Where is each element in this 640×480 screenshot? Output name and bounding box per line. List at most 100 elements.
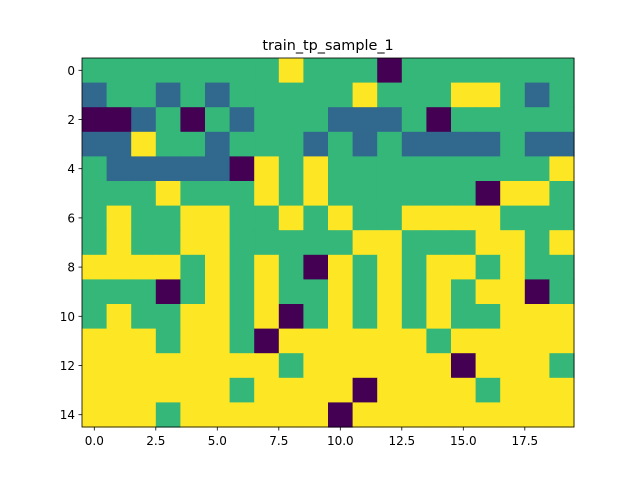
heatmap-cell	[328, 131, 354, 157]
heatmap-cell	[549, 58, 575, 84]
heatmap-cell	[401, 107, 427, 133]
heatmap-cell	[451, 205, 477, 231]
heatmap-cell	[524, 230, 550, 256]
heatmap-cell	[180, 131, 206, 157]
heatmap-cell	[82, 279, 108, 305]
heatmap-cell	[401, 230, 427, 256]
heatmap-cell	[475, 254, 501, 280]
heatmap-cell	[401, 328, 427, 354]
heatmap-cell	[377, 304, 403, 330]
heatmap-cell	[328, 205, 354, 231]
heatmap-cell	[377, 254, 403, 280]
heatmap-cell	[549, 328, 575, 354]
heatmap-cell	[328, 254, 354, 280]
heatmap-cell	[205, 402, 231, 428]
heatmap-cell	[377, 279, 403, 305]
heatmap-cell	[155, 82, 181, 108]
heatmap-cell	[426, 402, 452, 428]
heatmap-cell	[352, 131, 378, 157]
heatmap-cell	[377, 205, 403, 231]
heatmap-cell	[254, 107, 280, 133]
heatmap-cell	[155, 131, 181, 157]
heatmap-cell	[131, 328, 157, 354]
heatmap-cell	[500, 254, 526, 280]
heatmap-cell	[377, 156, 403, 182]
heatmap-cell	[82, 58, 108, 84]
heatmap-cell	[82, 131, 108, 157]
heatmap-cell	[328, 181, 354, 207]
heatmap-cell	[106, 156, 132, 182]
heatmap-cell	[303, 82, 329, 108]
heatmap-cell	[82, 230, 108, 256]
heatmap-cell	[500, 205, 526, 231]
heatmap-cell	[328, 402, 354, 428]
heatmap-cell	[401, 181, 427, 207]
heatmap-cell	[180, 279, 206, 305]
heatmap-cell	[426, 205, 452, 231]
heatmap-cell	[82, 181, 108, 207]
heatmap-cell	[549, 205, 575, 231]
heatmap-cell	[106, 131, 132, 157]
heatmap-cell	[451, 230, 477, 256]
heatmap-cell	[451, 328, 477, 354]
heatmap-cell	[451, 156, 477, 182]
chart-title: train_tp_sample_1	[262, 38, 393, 54]
heatmap-cell	[303, 181, 329, 207]
heatmap-cell	[131, 254, 157, 280]
heatmap-cell	[549, 230, 575, 256]
heatmap-cell	[180, 230, 206, 256]
y-axis: 0 2 4 6 8 10 12 14	[60, 64, 82, 422]
heatmap-cell	[524, 131, 550, 157]
heatmap-cell	[451, 107, 477, 133]
x-tick-label: 10.0	[327, 434, 354, 448]
heatmap-cell	[106, 328, 132, 354]
heatmap-cell	[328, 230, 354, 256]
heatmap-cell	[229, 205, 255, 231]
heatmap-cell	[106, 181, 132, 207]
heatmap-cell	[352, 205, 378, 231]
heatmap-cell	[82, 328, 108, 354]
heatmap-cell	[278, 304, 304, 330]
heatmap-cell	[106, 205, 132, 231]
x-tick-label: 7.5	[269, 434, 288, 448]
heatmap-cell	[401, 131, 427, 157]
heatmap-cell	[303, 304, 329, 330]
heatmap-cell	[426, 58, 452, 84]
heatmap-cell	[155, 279, 181, 305]
y-tick-label: 0	[67, 64, 75, 78]
heatmap-cell	[229, 131, 255, 157]
heatmap-cell	[426, 156, 452, 182]
heatmap-cell	[303, 254, 329, 280]
heatmap-cell	[475, 181, 501, 207]
heatmap-cell	[180, 156, 206, 182]
heatmap-cell	[229, 156, 255, 182]
heatmap-cell	[82, 353, 108, 379]
heatmap-cell	[377, 131, 403, 157]
heatmap-cell	[155, 181, 181, 207]
heatmap-cell	[180, 254, 206, 280]
heatmap-cell	[254, 402, 280, 428]
heatmap-cell	[278, 353, 304, 379]
heatmap-cell	[475, 328, 501, 354]
heatmap-cell	[180, 328, 206, 354]
heatmap-cell	[401, 205, 427, 231]
heatmap-cell	[524, 58, 550, 84]
heatmap-cell	[278, 58, 304, 84]
heatmap-cell	[352, 328, 378, 354]
heatmap-cell	[131, 131, 157, 157]
heatmap-cell	[106, 58, 132, 84]
heatmap-cell	[303, 328, 329, 354]
heatmap-cell	[426, 254, 452, 280]
heatmap-cell	[254, 131, 280, 157]
heatmap-cell	[377, 181, 403, 207]
heatmap-cell	[549, 82, 575, 108]
heatmap-cell	[303, 377, 329, 403]
heatmap-cell	[475, 58, 501, 84]
heatmap-cell	[82, 107, 108, 133]
heatmap-cell	[475, 131, 501, 157]
heatmap-cell	[155, 353, 181, 379]
heatmap-cell	[155, 156, 181, 182]
heatmap-cell	[303, 107, 329, 133]
heatmap-cell	[180, 353, 206, 379]
